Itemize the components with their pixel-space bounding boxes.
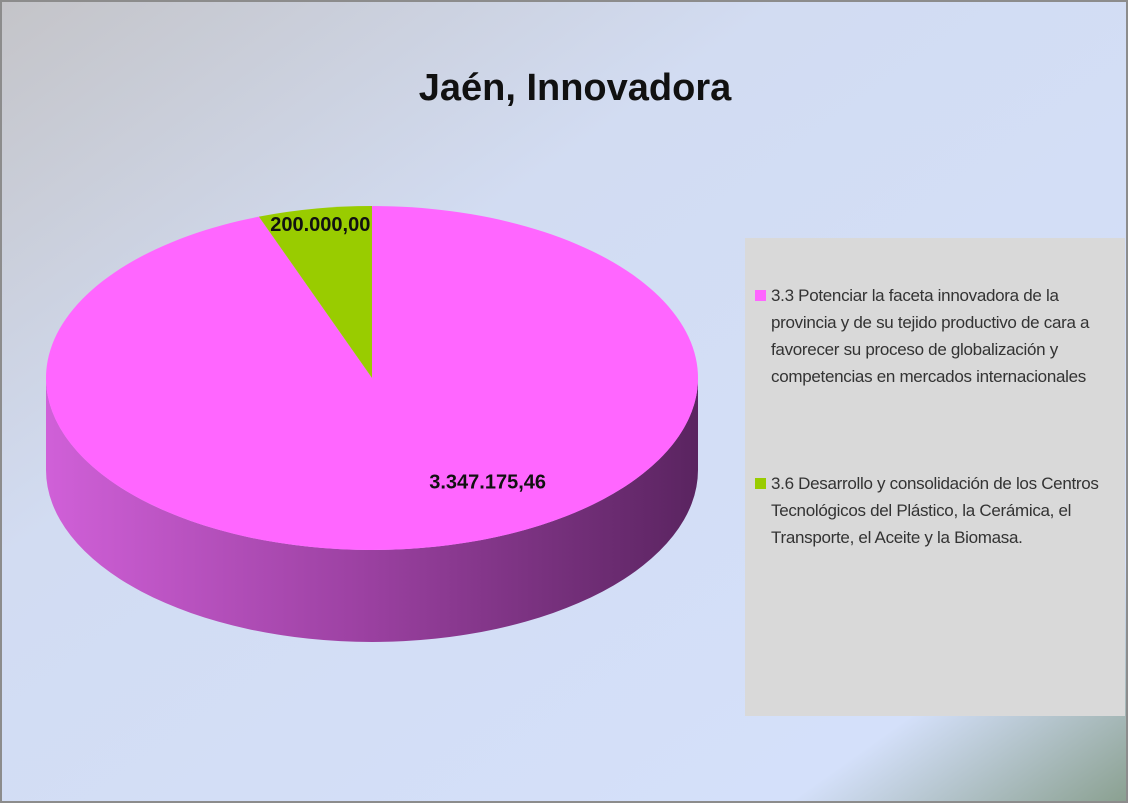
chart-title: Jaén, Innovadora	[419, 67, 732, 109]
legend-label: 3.6 Desarrollo y consolidación de los Ce…	[771, 474, 1099, 547]
data-label: 3.347.175,46	[429, 471, 546, 493]
legend: 3.3 Potenciar la faceta innovadora de la…	[745, 238, 1125, 716]
data-label: 200.000,00	[270, 214, 370, 236]
legend-label: 3.3 Potenciar la faceta innovadora de la…	[771, 286, 1090, 386]
pie-side	[46, 378, 698, 642]
pie-slice	[258, 206, 372, 378]
legend-swatch	[755, 290, 766, 301]
legend-item: 3.6 Desarrollo y consolidación de los Ce…	[755, 470, 1119, 551]
legend-item: 3.3 Potenciar la faceta innovadora de la…	[755, 282, 1119, 390]
legend-swatch	[755, 478, 766, 489]
